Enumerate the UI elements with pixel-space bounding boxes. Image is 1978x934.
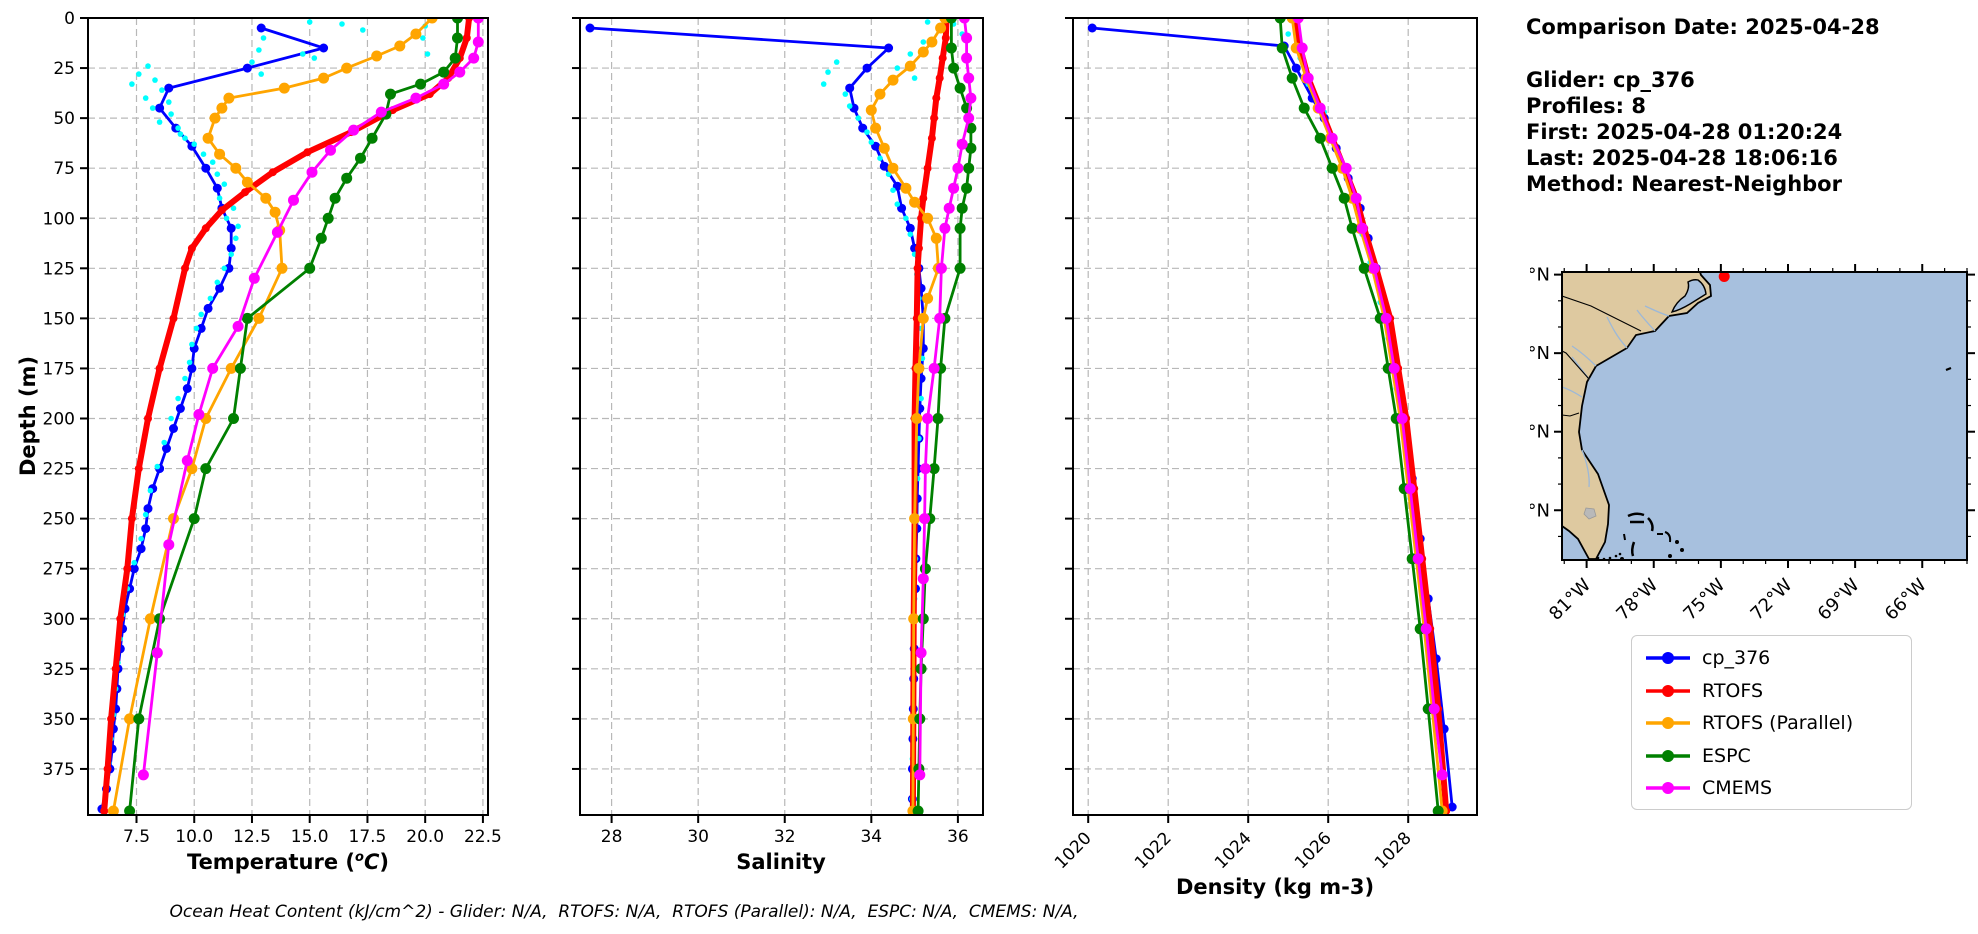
panel-salinity: 28 30 32 34 36 xyxy=(572,17,984,847)
ohc-footer-text: Ocean Heat Content (kJ/cm^2) - Glider: N… xyxy=(169,902,1079,922)
svg-text:0: 0 xyxy=(64,9,75,29)
legend-label: CMEMS xyxy=(1702,777,1773,800)
svg-text:175: 175 xyxy=(43,359,75,379)
svg-text:66°W: 66°W xyxy=(1881,575,1931,625)
legend-swatch xyxy=(1646,749,1690,762)
profiles-count-text: Profiles: 8 xyxy=(1526,94,1647,118)
svg-text:28: 28 xyxy=(601,827,623,847)
x-axis-label-density: Density (kg m-3) xyxy=(1175,875,1375,899)
legend-label: ESPC xyxy=(1702,744,1751,767)
series-temperature-espc xyxy=(124,18,463,815)
svg-text:12.5: 12.5 xyxy=(233,827,271,847)
legend-item-espc: ESPC xyxy=(1644,740,1899,773)
svg-text:325: 325 xyxy=(43,660,75,680)
series-salinity-cp-376 xyxy=(585,23,928,804)
series-density-cmems xyxy=(1292,18,1448,781)
series-salinity-espc xyxy=(912,18,977,815)
svg-text:7.5: 7.5 xyxy=(123,827,150,847)
svg-text:75: 75 xyxy=(53,159,75,179)
florida-keys xyxy=(1596,552,1622,560)
legend-swatch xyxy=(1646,782,1690,795)
series-density-espc xyxy=(1274,18,1444,815)
svg-text:125: 125 xyxy=(43,259,75,279)
legend-item-rtofs: RTOFS xyxy=(1644,675,1899,708)
lake-okeechobee xyxy=(1583,507,1597,520)
svg-text:36: 36 xyxy=(947,827,969,847)
svg-text:1028: 1028 xyxy=(1371,828,1416,873)
last-time-text: Last: 2025-04-28 18:06:16 xyxy=(1526,146,1838,170)
comparison-date-text: Comparison Date: 2025-04-28 xyxy=(1526,15,1880,39)
y-axis-label: Depth (m) xyxy=(16,355,40,477)
legend-label: RTOFS (Parallel) xyxy=(1702,712,1854,735)
svg-text:20.0: 20.0 xyxy=(406,827,444,847)
series-temperature-rtofs xyxy=(100,18,474,815)
legend-item-cmems: CMEMS xyxy=(1644,772,1899,805)
pamlico-sound xyxy=(1670,279,1707,314)
panel-density: 1020 1022 1024 1026 1028 xyxy=(1051,17,1478,873)
svg-text:17.5: 17.5 xyxy=(349,827,387,847)
svg-text:150: 150 xyxy=(43,309,75,329)
svg-text:375: 375 xyxy=(43,760,75,780)
svg-text:33°N: 33°N xyxy=(1530,343,1550,364)
svg-text:100: 100 xyxy=(43,209,75,229)
series-temperature-cmems xyxy=(137,18,484,781)
map-border xyxy=(1561,271,1968,561)
svg-text:1026: 1026 xyxy=(1291,828,1336,873)
svg-text:75°W: 75°W xyxy=(1679,575,1729,625)
svg-text:250: 250 xyxy=(43,510,75,530)
legend-item-cp-376: cp_376 xyxy=(1644,642,1899,675)
svg-text:81°W: 81°W xyxy=(1545,575,1595,625)
first-time-text: First: 2025-04-28 01:20:24 xyxy=(1526,120,1843,144)
legend-label: RTOFS xyxy=(1702,679,1764,702)
series-salinity-rtofs-parallel- xyxy=(865,18,951,815)
svg-text:1024: 1024 xyxy=(1211,828,1256,873)
svg-text:69°W: 69°W xyxy=(1814,575,1864,625)
svg-text:36°N: 36°N xyxy=(1530,265,1550,286)
svg-text:1020: 1020 xyxy=(1051,828,1096,873)
x-axis-label-temperature: Temperature (oC) xyxy=(187,850,389,874)
legend: cp_376 RTOFS RTOFS (Parallel) ESPC CMEMS xyxy=(1631,635,1912,810)
bahamas-islands xyxy=(1620,512,1684,560)
x-axis-label-salinity: Salinity xyxy=(736,850,826,874)
legend-label: cp_376 xyxy=(1702,647,1771,670)
legend-swatch xyxy=(1646,684,1690,697)
svg-text:22.5: 22.5 xyxy=(464,827,502,847)
svg-text:225: 225 xyxy=(43,460,75,480)
svg-text:275: 275 xyxy=(43,560,75,580)
series-temperature-rtofs-parallel- xyxy=(107,18,438,815)
svg-text:300: 300 xyxy=(43,610,75,630)
legend-swatch xyxy=(1646,717,1690,730)
svg-text:10.0: 10.0 xyxy=(175,827,213,847)
svg-text:350: 350 xyxy=(43,710,75,730)
series-density-rtofs-parallel- xyxy=(1286,18,1448,815)
svg-text:15.0: 15.0 xyxy=(291,827,329,847)
svg-text:30: 30 xyxy=(687,827,709,847)
svg-text:30°N: 30°N xyxy=(1530,422,1550,443)
svg-text:1022: 1022 xyxy=(1131,828,1176,873)
bermuda-island xyxy=(1945,366,1952,372)
svg-text:27°N: 27°N xyxy=(1530,500,1550,521)
series-salinity-glider-raw xyxy=(820,19,965,802)
series-salinity-cmems xyxy=(914,18,977,781)
svg-text:72°W: 72°W xyxy=(1747,575,1797,625)
series-density-glider-raw xyxy=(1285,31,1447,792)
svg-text:50: 50 xyxy=(53,109,75,129)
info-block: Comparison Date: 2025-04-28 Glider: cp_3… xyxy=(1526,14,1880,197)
svg-text:34: 34 xyxy=(860,827,882,847)
svg-text:32: 32 xyxy=(774,827,796,847)
method-text: Method: Nearest-Neighbor xyxy=(1526,172,1842,196)
glider-position-marker xyxy=(1718,272,1730,282)
legend-swatch xyxy=(1646,652,1690,665)
locator-map: 81°W 78°W 75°W 72°W 69°W 66°W 36°N 33°N 30°N 27°N xyxy=(1530,264,1975,625)
svg-text:200: 200 xyxy=(43,410,75,430)
state-borders xyxy=(1562,295,1642,417)
legend-item-rtofs-parallel-: RTOFS (Parallel) xyxy=(1644,707,1899,740)
glider-name-text: Glider: cp_376 xyxy=(1526,68,1695,92)
svg-text:78°W: 78°W xyxy=(1612,575,1662,625)
panel-temperature: 7.5 10.0 12.5 15.0 17.5 20.0 22.5 0 25 50 75 100 125… xyxy=(43,9,502,847)
svg-text:25: 25 xyxy=(53,59,75,79)
